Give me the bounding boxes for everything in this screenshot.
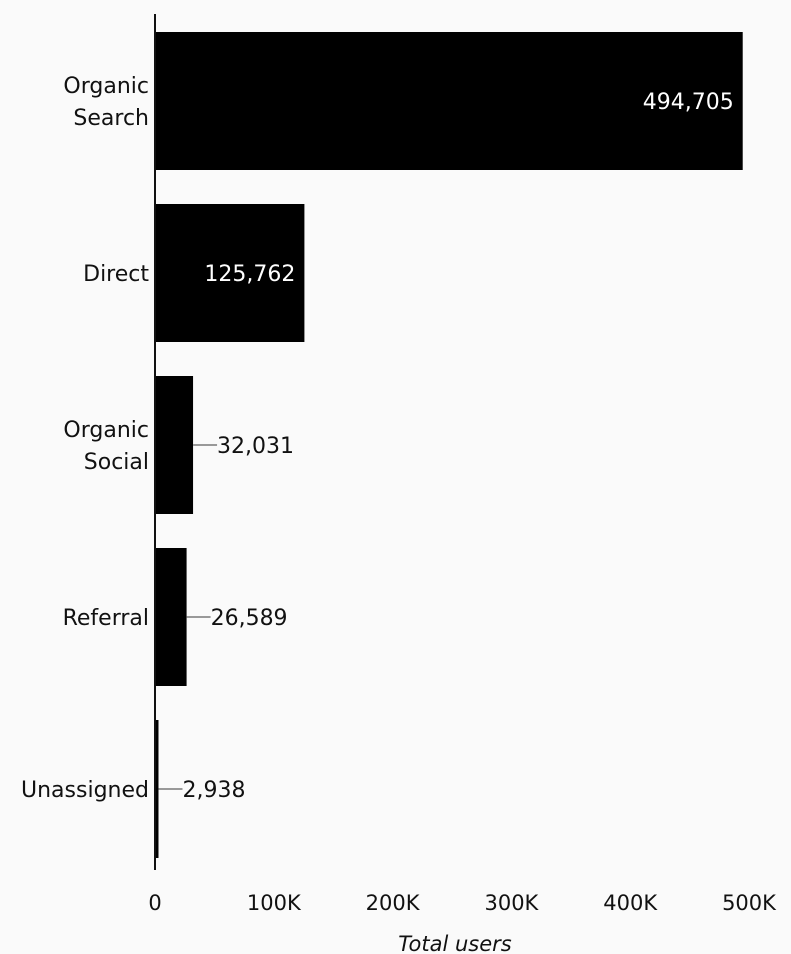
value-label: 2,938 <box>182 778 245 803</box>
value-label: 494,705 <box>643 90 734 115</box>
value-labels: 494,705 125,762 32,031 26,589 2,938 <box>158 90 734 803</box>
x-tick-label: 100K <box>247 891 302 915</box>
category-labels: Organic Search Direct Organic Social Referral… <box>21 74 149 803</box>
category-label: Referral <box>63 606 149 631</box>
bars-group <box>155 32 743 858</box>
value-label: 32,031 <box>217 434 294 459</box>
value-label: 26,589 <box>211 606 288 631</box>
x-axis-ticks: 0 100K 200K 300K 400K 500K <box>148 891 777 915</box>
x-axis-title: Total users <box>398 932 511 954</box>
bar <box>155 548 187 686</box>
value-label: 125,762 <box>204 262 295 287</box>
category-label: Unassigned <box>21 778 149 803</box>
bar <box>155 720 159 858</box>
bar <box>155 32 743 170</box>
category-label: Organic Social <box>63 418 149 475</box>
bar <box>155 376 194 514</box>
category-label: Direct <box>83 262 149 287</box>
x-tick-label: 400K <box>603 891 658 915</box>
x-tick-label: 0 <box>148 891 161 915</box>
x-tick-label: 200K <box>366 891 421 915</box>
x-tick-label: 500K <box>722 891 777 915</box>
x-tick-label: 300K <box>484 891 539 915</box>
category-label: Organic Search <box>63 74 149 131</box>
bar <box>155 204 305 342</box>
